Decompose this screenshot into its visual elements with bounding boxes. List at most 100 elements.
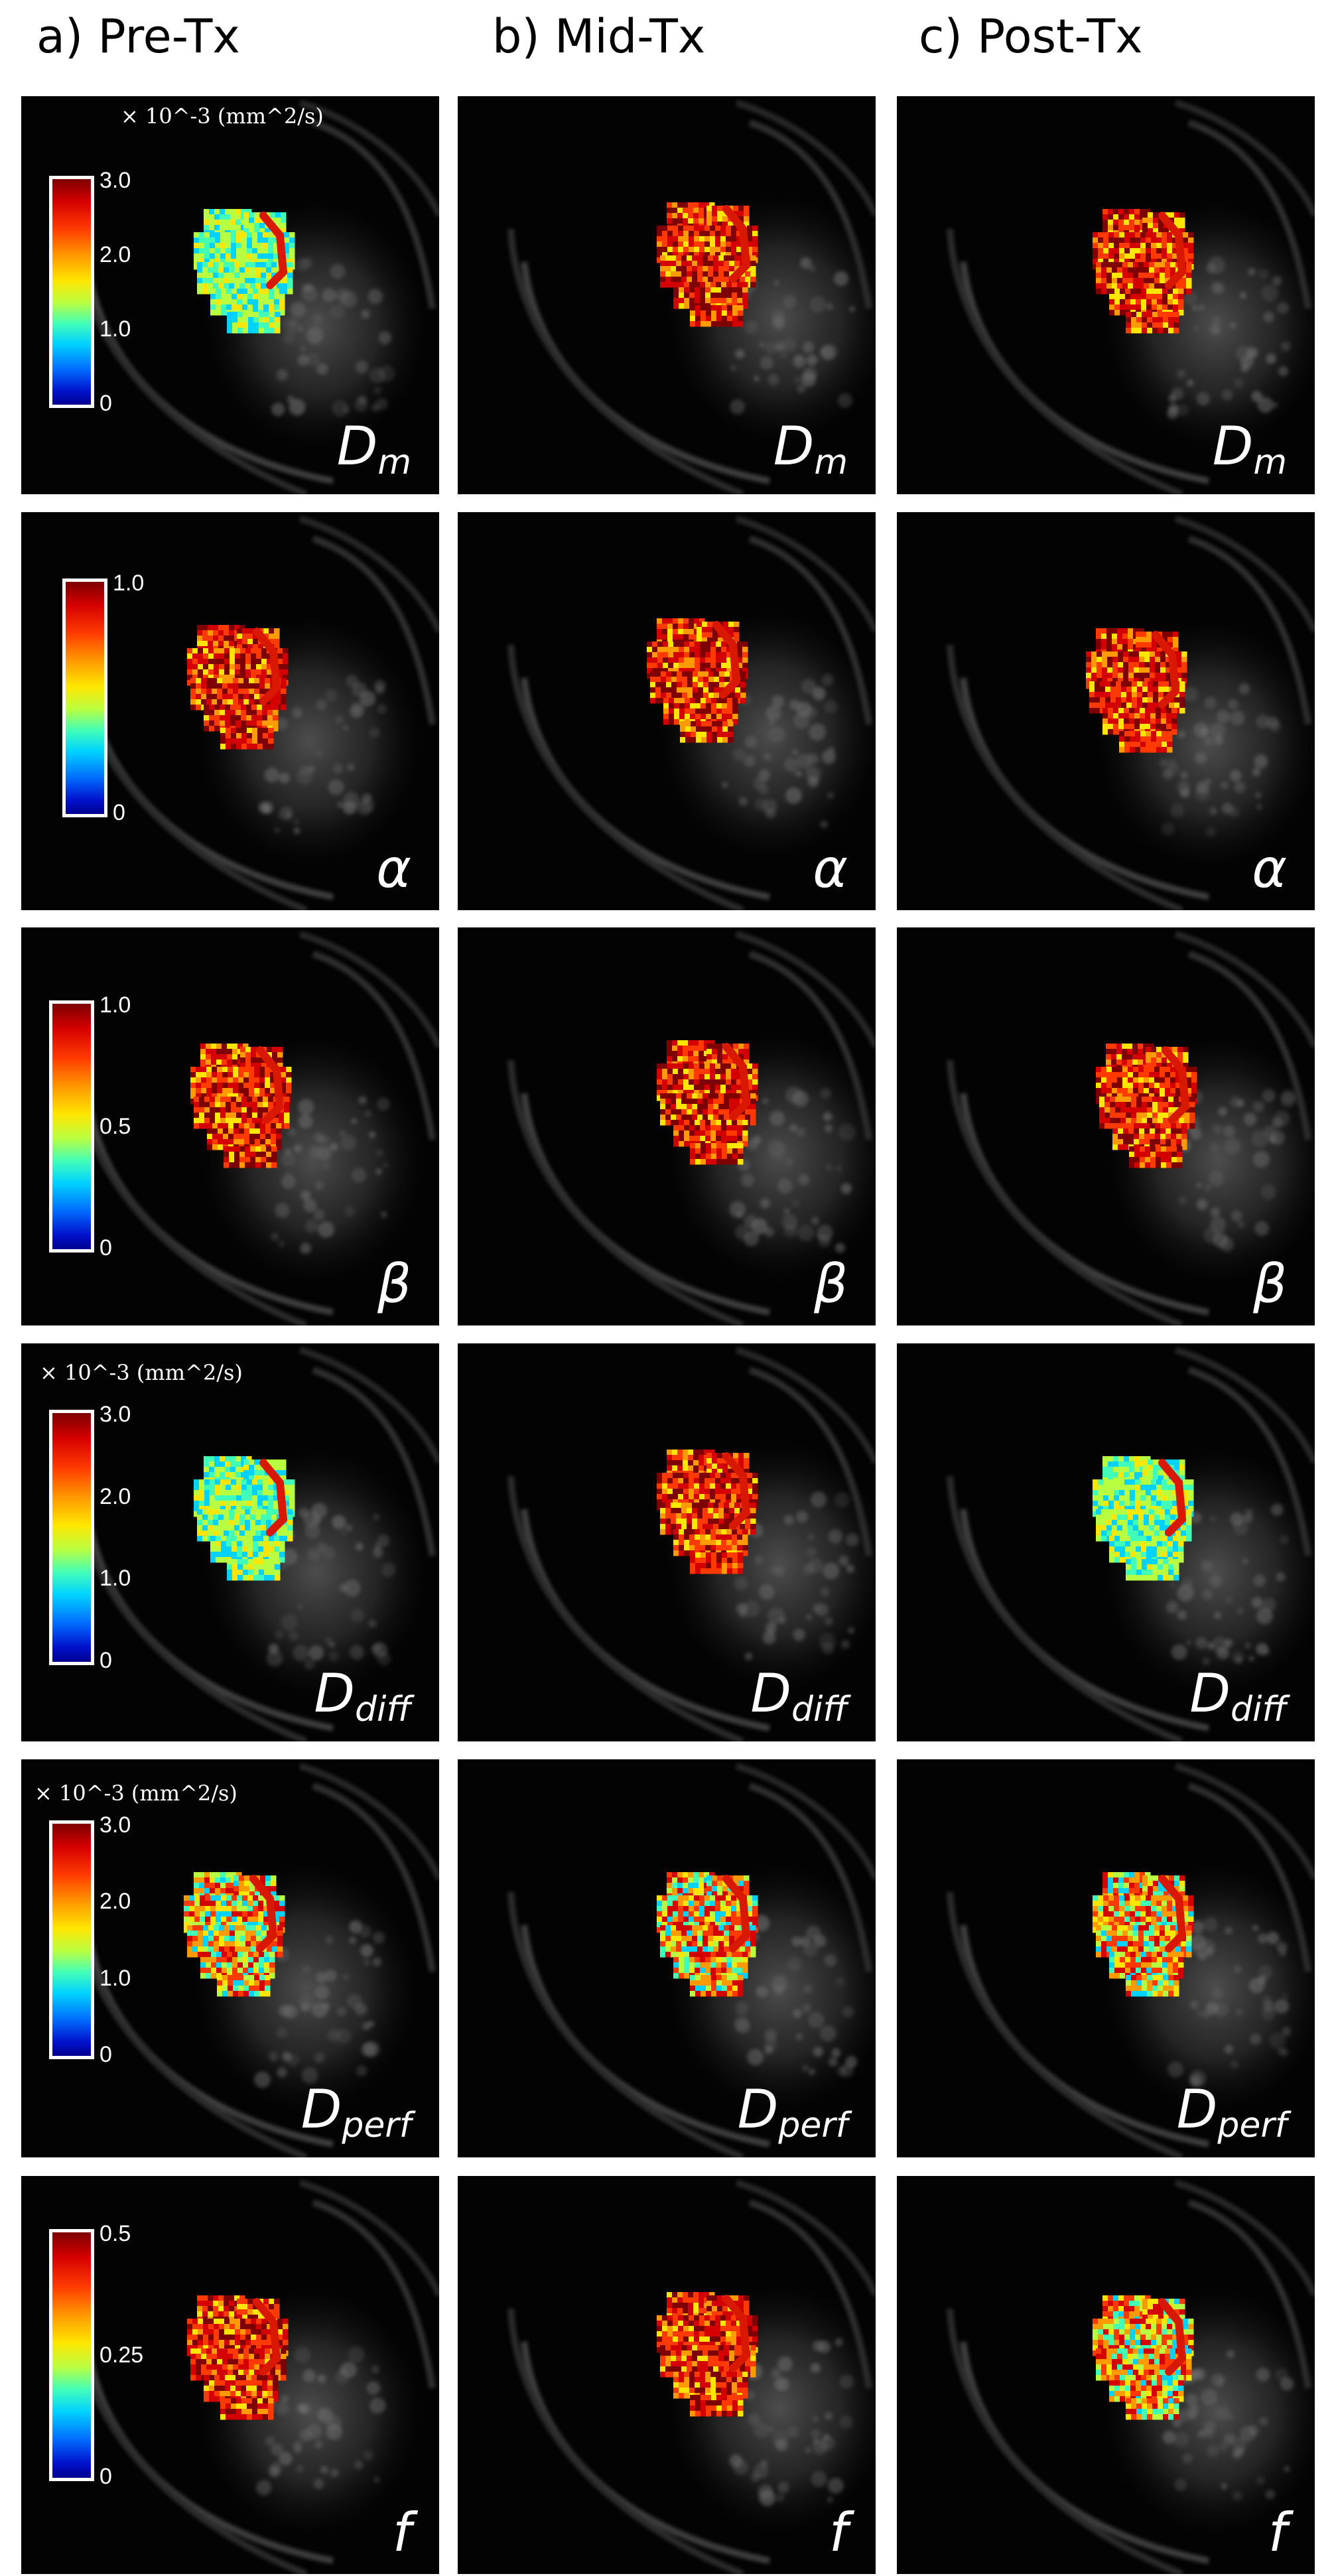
parameter-map-overlay — [194, 1456, 295, 1581]
image-panel-row2-col1: α 1.0 0 — [21, 512, 439, 910]
image-panel-row4-col3: Ddiff — [897, 1343, 1315, 1741]
colorbar — [49, 1000, 94, 1253]
image-panel-row3-col2: β — [458, 927, 876, 1325]
parameter-label: β — [377, 1253, 411, 1315]
colorbar — [49, 2229, 94, 2481]
mri-scan-image — [947, 2179, 1315, 2574]
image-panel-row2-col2: α — [458, 512, 876, 910]
mri-scan-image — [947, 931, 1315, 1325]
image-panel-row3-col3: β — [897, 927, 1315, 1325]
image-panel-row6-col3: f — [897, 2176, 1315, 2574]
parameter-map-overlay — [657, 1872, 758, 1997]
parameter-map-overlay — [184, 1872, 285, 1997]
mri-scan-image — [71, 1347, 439, 1741]
mri-scan-image — [71, 931, 439, 1325]
column-header-1: a) Pre-Tx — [36, 9, 240, 64]
parameter-label: Dm — [773, 415, 848, 482]
colorbar-tick-label: 1.0 — [100, 316, 131, 342]
image-panel-row3-col1: β 1.0 0.5 0 — [21, 927, 439, 1325]
parameter-map-overlay — [187, 2295, 289, 2420]
mri-scan-image — [71, 1763, 439, 2157]
parameter-map-overlay — [657, 202, 758, 327]
parameter-label: Dm — [1212, 415, 1287, 482]
mri-scan-image — [507, 515, 876, 910]
parameter-map-overlay — [1096, 1044, 1197, 1168]
colorbar-tick-label: 0 — [113, 800, 125, 825]
mri-scan-image — [947, 515, 1315, 910]
image-panel-row6-col2: f — [458, 2176, 876, 2574]
colorbar-units: × 10^-3 (mm^2/s) — [40, 1360, 243, 1385]
parameter-label: β — [1252, 1253, 1287, 1315]
parameter-map-overlay — [1093, 209, 1194, 334]
image-panel-row4-col2: Ddiff — [458, 1343, 876, 1741]
image-panel-row2-col3: α — [897, 512, 1315, 910]
image-panel-row1-col3: Dm — [897, 96, 1315, 494]
image-panel-row6-col1: f 0.5 0.25 0 — [21, 2176, 439, 2574]
parameter-label: f — [392, 2502, 411, 2563]
parameter-label: Ddiff — [1189, 1662, 1287, 1729]
colorbar — [49, 1410, 94, 1665]
colorbar — [49, 1820, 94, 2059]
mri-scan-image — [507, 1347, 876, 1741]
parameter-label: Ddiff — [314, 1662, 411, 1729]
image-panel-row5-col3: Dperf — [897, 1759, 1315, 2157]
colorbar-tick-label: 1.0 — [113, 571, 145, 596]
parameter-map-overlay — [1093, 2295, 1194, 2420]
image-panel-row1-col1: Dm 3.0 2.0 1.0 0 × 10^-3 (mm^2/s) — [21, 96, 439, 494]
mri-scan-image — [507, 2179, 876, 2574]
image-panel-row5-col2: Dperf — [458, 1759, 876, 2157]
colorbar-tick-label: 0.5 — [100, 2221, 131, 2246]
image-panel-row5-col1: Dperf 3.0 2.0 1.0 0 × 10^-3 (mm^2/s) — [21, 1759, 439, 2157]
parameter-label: α — [1252, 838, 1287, 900]
parameter-label: f — [1268, 2502, 1287, 2563]
mri-scan-image — [507, 1763, 876, 2157]
parameter-label: f — [829, 2502, 848, 2563]
parameter-label: Ddiff — [750, 1662, 848, 1729]
parameter-label: α — [376, 838, 411, 900]
colorbar-tick-label: 0 — [100, 1648, 112, 1673]
parameter-map-overlay — [194, 209, 295, 334]
colorbar-tick-label: 0 — [100, 2464, 112, 2489]
colorbar-tick-label: 0 — [100, 1235, 112, 1260]
image-panel-row4-col1: Ddiff 3.0 2.0 1.0 0 × 10^-3 (mm^2/s) — [21, 1343, 439, 1741]
colorbar — [49, 176, 94, 408]
mri-scan-image — [507, 100, 876, 494]
colorbar-tick-label: 0.5 — [100, 1114, 131, 1139]
colorbar-tick-label: 0 — [100, 391, 112, 416]
parameter-label: β — [813, 1253, 848, 1315]
parameter-map-overlay — [657, 2292, 758, 2417]
column-header-2: b) Mid-Tx — [492, 9, 706, 64]
colorbar-tick-label: 0 — [100, 2042, 112, 2067]
colorbar-tick-label: 1.0 — [100, 1566, 131, 1592]
parameter-map-overlay — [1093, 1456, 1194, 1581]
parameter-map-overlay — [647, 618, 748, 743]
colorbar-tick-label: 2.0 — [100, 1889, 131, 1915]
parameter-label: Dperf — [1176, 2078, 1287, 2145]
colorbar-tick-label: 3.0 — [100, 1402, 131, 1427]
colorbar-tick-label: 3.0 — [100, 168, 131, 193]
colorbar-tick-label: 1.0 — [100, 992, 131, 1018]
colorbar-tick-label: 0.25 — [100, 2342, 144, 2368]
mri-scan-image — [71, 100, 439, 494]
parameter-map-overlay — [190, 1044, 292, 1168]
mri-scan-image — [507, 931, 876, 1325]
mri-scan-image — [947, 1347, 1315, 1741]
column-header-3: c) Post-Tx — [919, 9, 1143, 64]
colorbar-units: × 10^-3 (mm^2/s) — [121, 103, 324, 129]
colorbar-tick-label: 2.0 — [100, 1483, 131, 1509]
mri-scan-image — [947, 100, 1315, 494]
colorbar — [62, 578, 107, 817]
colorbar-tick-label: 2.0 — [100, 242, 131, 267]
mri-scan-image — [71, 2179, 439, 2574]
colorbar-tick-label: 1.0 — [100, 1965, 131, 1991]
parameter-map-overlay — [657, 1040, 758, 1165]
image-panel-row1-col2: Dm — [458, 96, 876, 494]
parameter-label: Dperf — [300, 2078, 411, 2145]
colorbar-tick-label: 3.0 — [100, 1812, 131, 1838]
parameter-map-overlay — [1086, 628, 1187, 753]
mri-scan-image — [947, 1763, 1315, 2157]
parameter-label: α — [813, 838, 848, 900]
parameter-map-overlay — [657, 1450, 758, 1574]
colorbar-units: × 10^-3 (mm^2/s) — [34, 1781, 237, 1806]
parameter-map-overlay — [187, 625, 289, 750]
